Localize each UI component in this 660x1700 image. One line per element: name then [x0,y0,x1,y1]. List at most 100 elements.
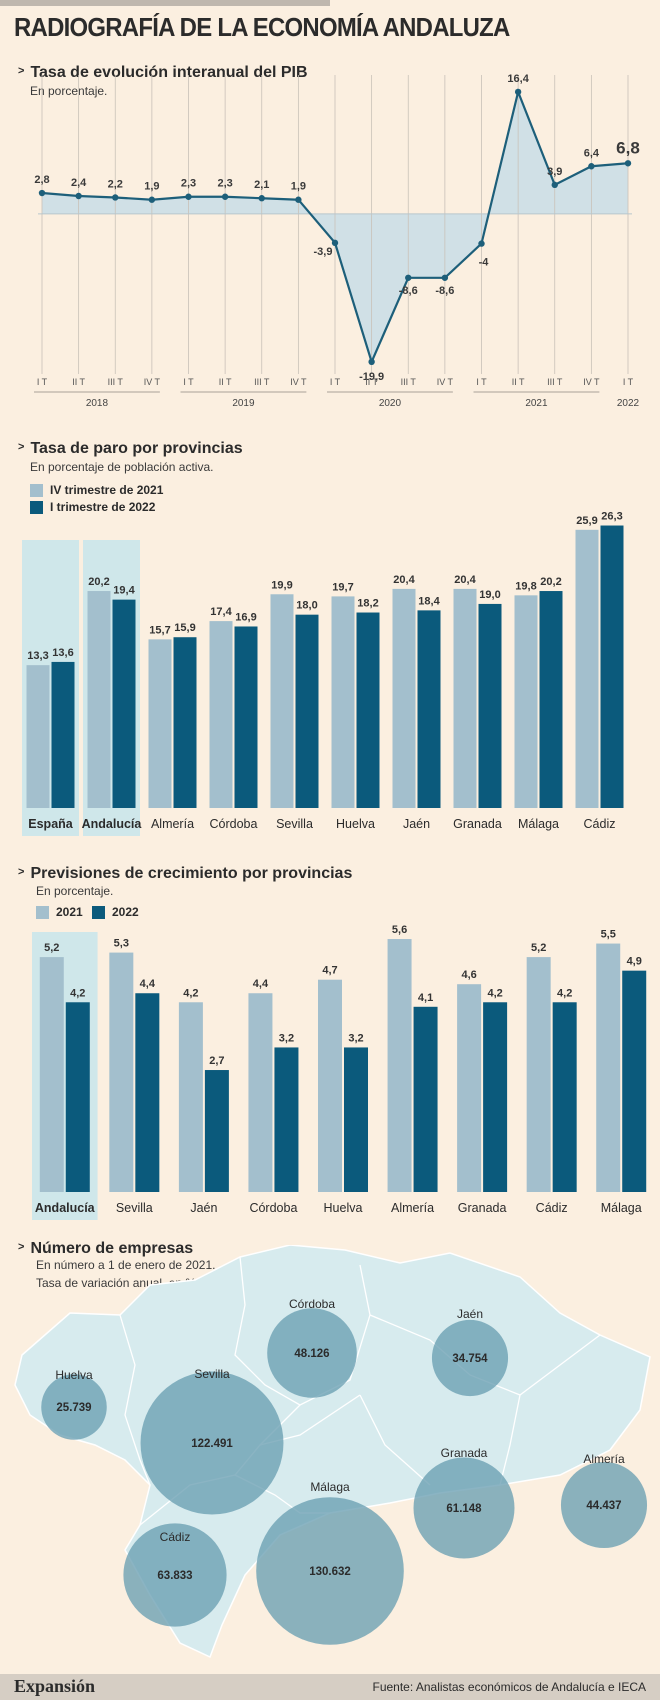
gdp-tick-label: I T [330,377,341,387]
category-label: Andalucía [35,1201,96,1215]
bar-series-1 [270,594,294,808]
gdp-data-label: -19,9 [359,371,384,383]
bar-data-label: 5,2 [44,942,59,954]
bar-series-1 [109,952,134,1192]
category-label: Córdoba [249,1201,297,1215]
bar-series-1 [331,596,355,808]
gdp-subtitle: En porcentaje. [30,84,108,98]
bar-data-label: 19,9 [271,579,292,591]
bar-data-label: 19,7 [332,581,353,593]
bar-data-label: 3,2 [279,1032,294,1044]
bar-series-1 [39,957,64,1192]
company-value-label: 48.126 [294,1348,329,1360]
bar-data-label: 4,9 [627,956,642,968]
gdp-point [551,181,558,189]
company-value-label: 130.632 [309,1566,351,1578]
growth-section-title: > Previsiones de crecimiento por provinci… [18,865,352,883]
legend-label: 2022 [112,905,139,919]
growth-bar-chart: 5,2 4,2 Andalucía 5,3 4,4 Sevilla 4,2 2,7 Jaén 4,… [32,924,647,1220]
bar-data-label: 4,2 [487,987,502,999]
category-label: Almería [151,817,194,831]
bar-series-1 [87,591,111,808]
legend-label: I trimestre de 2022 [50,500,156,514]
growth-legend-item-2: 2022 [92,905,139,919]
gdp-point [75,192,82,200]
gdp-data-label: 1,9 [291,181,306,193]
bar-series-2 [274,1047,299,1192]
bar-series-1 [148,639,172,808]
province-name-label: Granada [441,1446,488,1460]
category-label: Andalucía [82,817,143,831]
bar-series-2 [478,603,502,808]
legend-swatch-light [36,905,49,919]
bar-data-label: 4,1 [418,992,433,1004]
gdp-line-chart: 2,8 I T 2,4 II T 2,2 III T 1,9 IV T 2,3 I T 2,3 II … [34,73,640,409]
bar-series-2 [344,1047,368,1192]
gdp-title: Tasa de evolución interanual del PIB [30,64,308,81]
gdp-data-label: 2,2 [108,178,123,190]
province-name-label: Sevilla [194,1367,230,1381]
gdp-point [405,274,412,281]
gdp-point [112,194,119,201]
bar-data-label: 13,6 [52,647,73,659]
company-value-label: 63.833 [157,1570,192,1582]
bar-data-label: 20,2 [540,576,561,588]
chevron-right-icon: > [18,1241,25,1253]
bar-data-label: 16,9 [235,611,256,623]
bar-data-label: 4,2 [557,987,572,999]
gdp-data-label: 6,8 [616,138,640,157]
bar-data-label: 3,2 [348,1032,363,1044]
gdp-year-label: 2022 [617,398,640,409]
unemployment-subtitle: En porcentaje de población activa. [30,460,214,474]
company-bubble [413,1457,515,1559]
bar-series-1 [178,1002,203,1192]
unemployment-title: Tasa de paro por provincias [30,440,243,457]
unemployment-section-title: > Tasa de paro por provincias [18,440,243,458]
company-bubble [560,1461,648,1549]
gdp-tick-label: II T [365,377,378,387]
gdp-point [624,160,632,167]
gdp-tick-label: III T [254,377,270,387]
bar-series-2 [483,1002,508,1192]
bar-series-1 [209,621,233,808]
bar-series-2 [173,637,197,808]
bar-data-label: 4,2 [70,987,85,999]
gdp-data-label: 2,1 [254,179,269,191]
bar-data-label: 4,7 [322,965,337,977]
company-value-label: 25.739 [56,1402,91,1414]
category-label: Almería [391,1201,434,1215]
gdp-point [331,239,339,247]
gdp-point [185,193,192,200]
company-value-label: 61.148 [446,1503,482,1515]
gdp-point [478,240,485,247]
bar-data-label: 26,3 [601,511,622,523]
gdp-data-label: 6,4 [584,147,600,159]
bar-data-label: 5,3 [114,938,129,950]
bar-series-1 [318,979,342,1192]
bar-series-1 [248,993,273,1192]
bar-series-1 [453,588,477,808]
gdp-data-label: 2,8 [34,174,49,186]
footer-bar [0,1674,660,1700]
legend-swatch-dark [92,905,105,919]
gdp-tick-label: III T [108,377,124,387]
gdp-tick-label: II T [219,377,232,387]
gdp-data-label: -8,6 [399,285,418,297]
gdp-tick-label: IV T [144,377,161,387]
gdp-tick-label: IV T [583,377,600,387]
bar-series-2 [112,599,136,808]
andalusia-bubble-map: 25.739 Huelva 122.491 Sevilla 48.126 Córdoba 3… [14,1245,651,1659]
unemployment-bar-chart: 13,3 13,6 España 20,2 19,4 Andalucía 15,7 15,9 A… [22,511,624,836]
source-note: Fuente: Analistas económicos de Andalucí… [372,1680,647,1694]
category-label: Sevilla [116,1201,153,1215]
bar-data-label: 15,7 [149,624,170,636]
companies-section-title: > Número de empresas [18,1240,193,1258]
bar-series-1 [457,984,482,1192]
bar-data-label: 15,9 [174,622,195,634]
gdp-tick-label: I T [183,377,194,387]
gdp-tick-label: IV T [290,377,307,387]
gdp-tick-label: I T [623,377,634,387]
category-label: Jaén [403,817,430,831]
bar-series-2 [539,591,563,808]
bar-data-label: 18,0 [296,600,317,612]
